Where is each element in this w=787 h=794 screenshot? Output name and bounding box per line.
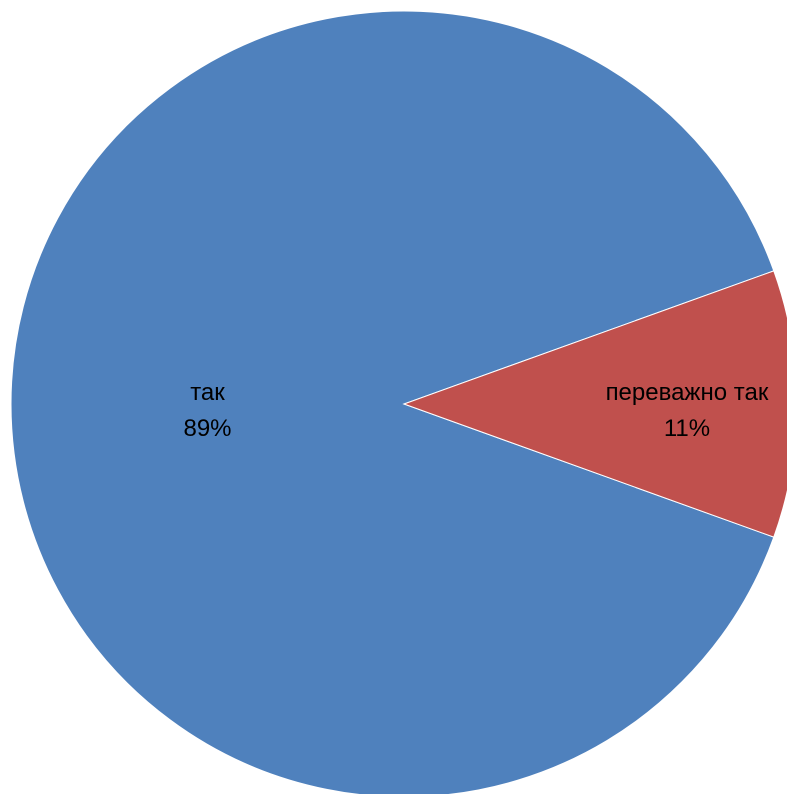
- slice-category-label: так: [190, 379, 225, 406]
- slice-percent-label: 89%: [183, 415, 231, 442]
- pie-slices: [10, 10, 787, 794]
- pie-labels: так 89% переважно так 11%: [183, 379, 768, 442]
- pie-slice-2: [402, 270, 787, 538]
- slice-percent-label: 11%: [664, 415, 710, 442]
- pie-slice-1: [10, 10, 775, 794]
- slice-category-label: переважно так: [606, 379, 769, 406]
